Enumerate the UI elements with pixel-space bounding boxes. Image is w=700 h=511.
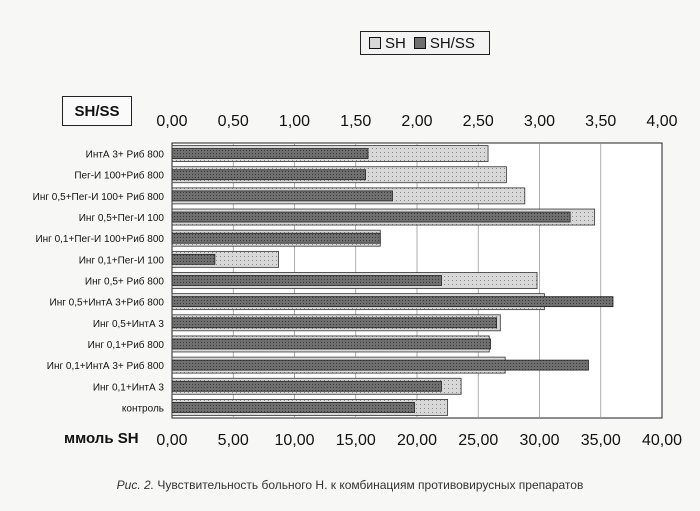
bottom-tick-label: 10,00 (274, 432, 314, 449)
top-tick-label: 2,00 (401, 113, 432, 130)
top-tick-label: 1,00 (279, 113, 310, 130)
category-label: Инг 0,1+Пег-И 100+Риб 800 (35, 233, 164, 245)
bar-shss (171, 338, 491, 350)
bar-shss (171, 253, 216, 265)
bar-shss (171, 402, 415, 413)
top-tick-label: 2,50 (463, 113, 494, 130)
legend-item-sh: SH (369, 35, 406, 52)
top-tick-label: 4,00 (646, 113, 677, 130)
chart-legend: SH SH/SS (360, 31, 490, 55)
bottom-tick-label: 5,00 (218, 432, 249, 449)
category-label: Инг 0,1+Пег-И 100 (79, 255, 165, 266)
bar-shss (171, 190, 393, 202)
legend-item-shss: SH/SS (413, 34, 475, 52)
category-label: Инг 0,5+Пег-И 100 (79, 213, 165, 224)
category-label: Инг 0,5+ИнтА 3+Риб 800 (50, 297, 165, 309)
category-label: контроль (122, 403, 164, 414)
category-label: Пег-И 100+Риб 800 (74, 170, 164, 182)
category-label: Инг 0,5+ИнтА 3 (93, 319, 165, 330)
bar-shss (171, 275, 442, 286)
bottom-tick-label: 40,00 (642, 432, 682, 449)
figure-caption: Рис. 2. Чувствительность больного Н. к к… (0, 478, 700, 492)
bar-shss (171, 232, 381, 244)
category-label: Инг 0,1+ИнтА 3 (93, 382, 165, 393)
bar-shss (171, 380, 442, 392)
bottom-axis-title: ммоль SH (64, 430, 139, 447)
bottom-tick-label: 0,00 (156, 432, 187, 449)
bar-shss (171, 317, 498, 329)
category-label: Инг 0,5+Пег-И 100+ Риб 800 (33, 191, 165, 203)
legend-label-sh: SH (385, 34, 406, 52)
legend-swatch-shss (413, 37, 426, 49)
bar-shss (171, 169, 366, 181)
top-tick-label: 0,00 (156, 113, 187, 130)
top-tick-label: 3,00 (524, 113, 555, 130)
top-tick-label: 1,50 (340, 113, 371, 130)
category-label: Инг 0,1+Риб 800 (88, 339, 165, 351)
bottom-tick-label: 30,00 (519, 432, 559, 449)
bar-shss (171, 296, 614, 308)
bar-shss (171, 359, 589, 371)
bottom-tick-label: 25,00 (458, 432, 498, 449)
caption-text: Чувствительность больного Н. к комбинаци… (157, 478, 584, 492)
top-tick-label: 0,50 (218, 113, 249, 130)
caption-prefix: Рис. 2. (116, 478, 155, 492)
bar-shss (171, 211, 571, 223)
legend-swatch-sh (369, 37, 381, 49)
bottom-tick-label: 20,00 (397, 432, 437, 449)
top-tick-label: 3,50 (585, 113, 616, 130)
category-label: Инг 0,5+ Риб 800 (85, 276, 165, 288)
legend-label-shss: SH/SS (429, 34, 475, 52)
bottom-tick-label: 15,00 (336, 432, 376, 449)
top-axis-title: SH/SS (62, 96, 132, 126)
bottom-tick-label: 35,00 (581, 432, 621, 449)
category-label: Инг 0,1+ИнтА 3+ Риб 800 (47, 360, 165, 372)
bar-shss (171, 148, 369, 159)
category-label: ИнтА 3+ Риб 800 (86, 149, 165, 161)
